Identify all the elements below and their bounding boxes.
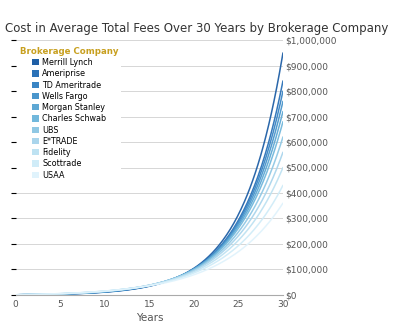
Text: Cost in Average Total Fees Over 30 Years by Brokerage Company: Cost in Average Total Fees Over 30 Years… <box>5 22 388 35</box>
X-axis label: Years: Years <box>136 313 163 323</box>
Legend: Merrill Lynch, Ameriprise, TD Ameritrade, Wells Fargo, Morgan Stanley, Charles S: Merrill Lynch, Ameriprise, TD Ameritrade… <box>17 44 121 182</box>
